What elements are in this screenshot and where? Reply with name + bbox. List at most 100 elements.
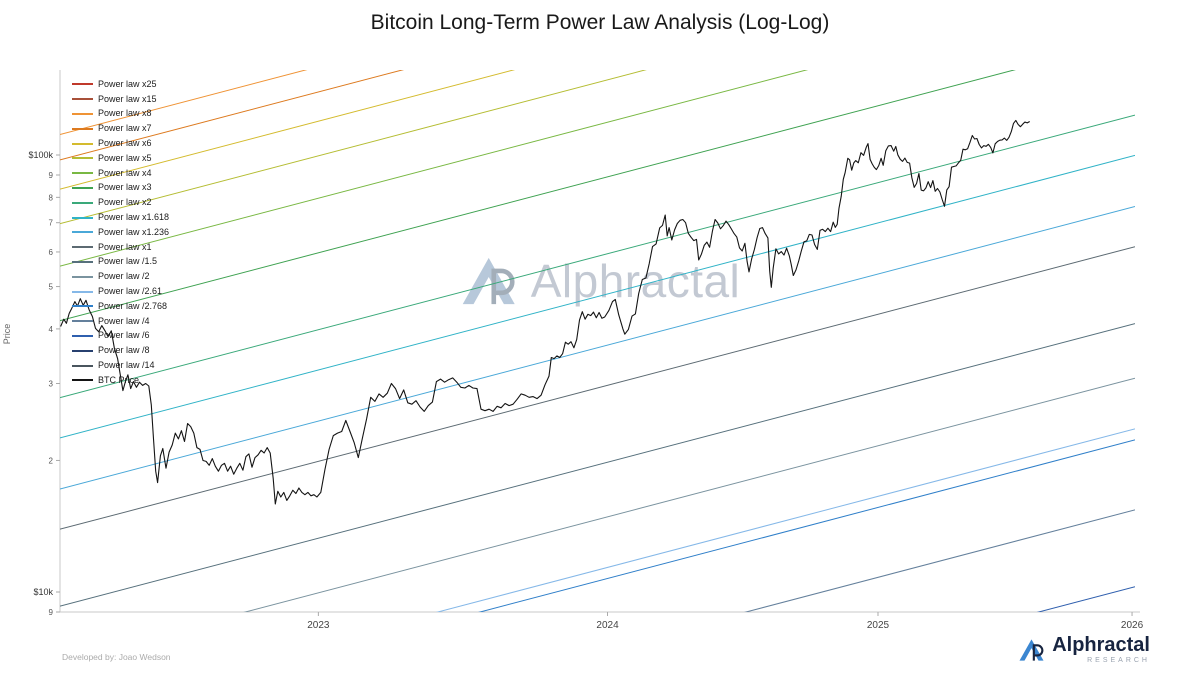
power-law-lines [60,0,1135,675]
x-tick-label: 2025 [867,620,890,631]
legend-item: Power law /1.5 [72,255,169,270]
legend-label: Power law /8 [98,345,150,356]
power-law-line [60,154,1135,439]
legend-label: Power law x1 [98,241,152,252]
legend-label: Power law x1.236 [98,226,170,237]
legend-label: Power law x6 [98,138,152,149]
power-law-line [60,70,516,190]
legend-label: Power law x1.618 [98,212,170,223]
legend-item: Power law x25 [72,77,169,92]
y-tick-label: 8 [49,193,54,202]
power-law-line [60,70,1016,322]
legend-item: Power law x2 [72,195,169,210]
legend-label: Power law x8 [98,108,152,119]
legend-item: Power law x1.236 [72,225,169,240]
y-tick-label: 4 [49,325,54,334]
legend-swatch [72,216,93,219]
axes: $100k 9 8 7 6 5 4 3 2 $10k 9 2023 2024 2025 2026 [28,70,1144,631]
legend-item: Power law x7 [72,121,169,136]
power-law-line [60,641,1135,675]
legend-swatch [72,290,93,293]
watermark-text: Alphractal [530,255,741,307]
legend-item: Power law /4 [72,314,169,329]
legend-label: Power law /14 [98,360,155,371]
legend-item: Power law x5 [72,151,169,166]
legend-label: Power law x15 [98,93,157,104]
legend-label: Power law /2.61 [98,286,163,297]
legend-label: Power law /4 [98,315,150,326]
power-law-line [744,509,1135,612]
legend-item: Power law x1 [72,240,169,255]
legend-swatch [72,201,93,204]
brand-subtitle: RESEARCH [1087,657,1150,664]
y-tick-label: 6 [49,248,54,257]
legend-swatch [72,349,93,352]
power-law-line [60,0,1135,15]
legend-swatch [72,127,93,130]
legend-swatch [72,172,93,175]
brand-name: Alphractal [1052,634,1150,656]
legend-swatch [72,157,93,160]
btc-price-line [60,119,1030,505]
legend-swatch [72,98,93,101]
legend-swatch [72,231,93,234]
legend-label: BTC Price [98,374,140,385]
watermark: Alphractal [460,254,741,308]
legend-item: Power law /14 [72,358,169,373]
legend-item: Power law x4 [72,166,169,181]
legend-swatch [72,305,93,308]
y-tick-label: 2 [49,456,54,465]
chart-legend: Power law x25 Power law x15 Power law x8 Po… [72,77,169,388]
legend-swatch [72,364,93,367]
legend-swatch [72,275,93,278]
x-tick-label: 2026 [1121,620,1144,631]
x-tick-label: 2024 [596,620,619,631]
y-tick-label: 5 [49,283,54,292]
power-law-line [60,206,1135,490]
legend-item: Power law /6 [72,329,169,344]
y-tick-label: 7 [49,219,54,228]
legend-label: Power law x3 [98,182,152,193]
legend-item: Power law /2 [72,269,169,284]
power-law-line [435,428,1135,612]
legend-item: Power law x3 [72,181,169,196]
legend-swatch [72,142,93,145]
power-law-line [60,70,809,267]
brand-logo: Alphractal RESEARCH [1018,635,1150,664]
power-law-line [60,114,1135,399]
legend-item: BTC Price [72,373,169,388]
legend-label: Power law x4 [98,167,152,178]
brand-text: Alphractal RESEARCH [1052,634,1150,665]
legend-swatch [72,112,93,115]
power-law-line [60,70,308,135]
legend-item: Power law x8 [72,107,169,122]
power-law-line [60,323,1135,607]
legend-item: Power law x6 [72,136,169,151]
brand-logo-icon [1019,638,1044,661]
power-law-line [60,70,405,161]
y-tick-label: $10k [33,587,53,597]
legend-label: Power law /1.5 [98,256,158,267]
legend-label: Power law x25 [98,78,157,89]
chart-title: Bitcoin Long-Term Power Law Analysis (Lo… [370,11,830,34]
legend-swatch [72,334,93,337]
legend-swatch [72,186,93,189]
legend-label: Power law /2.768 [98,300,168,311]
y-tick-label: $100k [28,150,53,160]
power-law-line [478,439,1135,612]
legend-label: Power law x7 [98,123,152,134]
legend-label: Power law /6 [98,330,150,341]
legend-item: Power law x1.618 [72,210,169,225]
legend-item: Power law /2.61 [72,284,169,299]
btc-price-path [60,119,1030,505]
legend-swatch [72,246,93,249]
watermark-logo-icon [462,257,515,305]
legend-swatch [72,320,93,323]
power-law-line [60,246,1135,530]
legend-label: Power law x2 [98,197,152,208]
legend-swatch [72,379,93,382]
legend-swatch [72,83,93,86]
legend-swatch [72,260,93,263]
